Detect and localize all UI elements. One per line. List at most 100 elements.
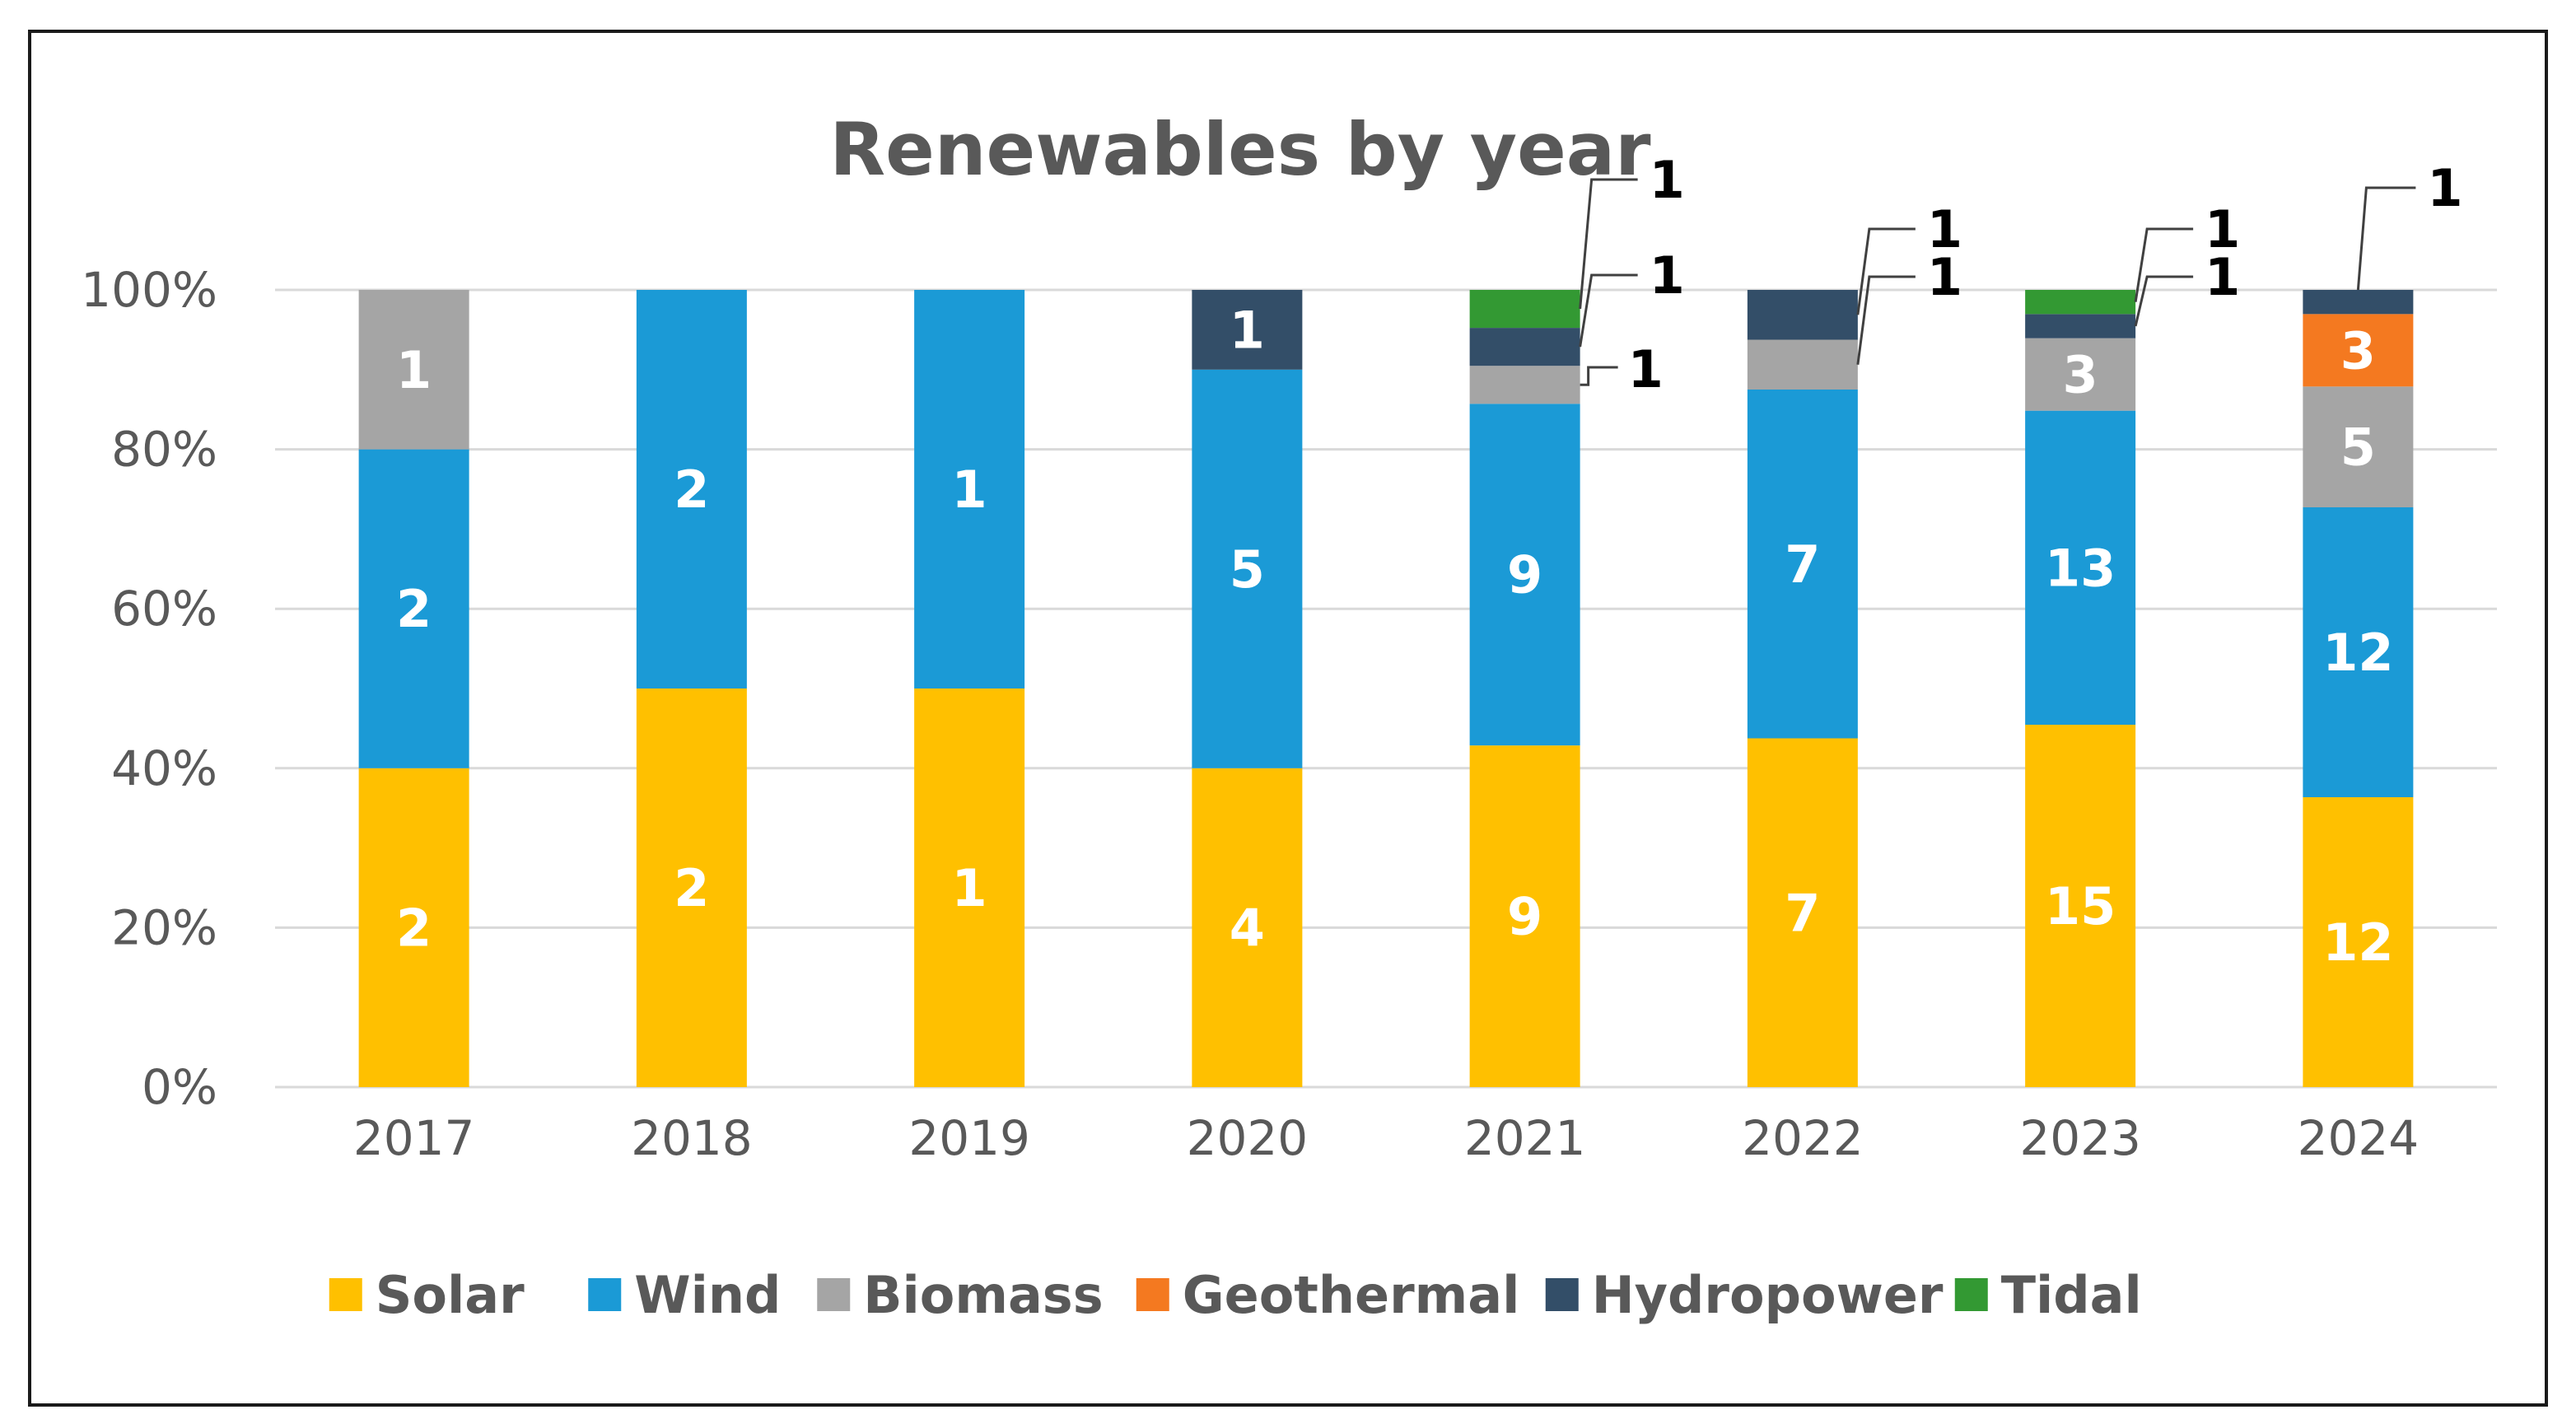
- data-label-solar-2017: 2: [396, 898, 432, 958]
- data-label-tidal-2021: 1: [1650, 150, 1685, 210]
- bar-hydropower-2024: [2303, 290, 2414, 315]
- bar-hydropower-2023: [2025, 314, 2136, 338]
- bar-wind-2024: [2303, 507, 2414, 797]
- bar-wind-2020: [1192, 369, 1303, 768]
- bar-biomass-2024: [2303, 386, 2414, 507]
- y-tick-label: 80%: [111, 422, 217, 478]
- data-label-biomass-2022: 1: [1927, 247, 1962, 307]
- x-tick-label-2019: 2019: [908, 1110, 1030, 1166]
- data-label-solar-2018: 2: [674, 858, 709, 918]
- data-label-biomass-2023: 3: [2063, 345, 2098, 405]
- data-label-hydropower-2023: 1: [2205, 247, 2240, 307]
- bar-hydropower-2020: [1192, 290, 1303, 370]
- legend-swatch-wind: [588, 1278, 622, 1311]
- bars: [358, 290, 2414, 1087]
- data-label-biomass-2017: 1: [396, 340, 432, 400]
- bar-wind-2023: [2025, 410, 2136, 725]
- x-tick-label-2023: 2023: [2019, 1110, 2141, 1166]
- legend-label-geothermal: Geothermal: [1183, 1265, 1520, 1325]
- chart: Renewables by year 0% 20% 40% 60% 80% 100% 2 2…: [81, 107, 2497, 1325]
- y-tick-label: 0%: [142, 1059, 217, 1115]
- bar-solar-2017: [358, 768, 469, 1087]
- data-label-solar-2020: 4: [1230, 898, 1265, 958]
- data-label-hydropower-2020: 1: [1230, 300, 1265, 360]
- leader-line: [2356, 186, 2416, 291]
- data-label-solar-2022: 7: [1785, 883, 1820, 943]
- y-tick-label: 100%: [81, 262, 217, 318]
- data-label-wind-2022: 7: [1785, 534, 1820, 595]
- data-label-wind-2020: 5: [1230, 539, 1265, 600]
- legend: Solar Wind Biomass Geothermal Hydropower Tida…: [329, 1265, 2142, 1325]
- y-tick-label: 20%: [111, 899, 217, 955]
- x-tick-label-2018: 2018: [631, 1110, 753, 1166]
- leader-line: [2134, 275, 2194, 327]
- leader-line: [1579, 178, 1638, 310]
- bar-hydropower-2021: [1469, 328, 1580, 366]
- y-axis-ticks: 0% 20% 40% 60% 80% 100%: [81, 262, 217, 1115]
- bar-solar-2020: [1192, 768, 1303, 1087]
- x-axis-ticks: 2017 2018 2019 2020 2021 2022 2023 2024: [353, 1110, 2419, 1166]
- bar-solar-2019: [914, 688, 1025, 1087]
- legend-label-solar: Solar: [376, 1265, 525, 1325]
- leader-line: [2134, 227, 2194, 302]
- bar-wind-2019: [914, 290, 1025, 688]
- bar-wind-2022: [1747, 390, 1858, 739]
- legend-label-wind: Wind: [634, 1265, 781, 1325]
- legend-swatch-biomass: [817, 1278, 851, 1311]
- legend-label-biomass: Biomass: [863, 1265, 1103, 1325]
- data-label-hydropower-2024: 1: [2427, 158, 2462, 218]
- bar-biomass-2021: [1469, 366, 1580, 404]
- bar-solar-2022: [1747, 738, 1858, 1087]
- bar-wind-2017: [358, 449, 469, 768]
- bar-biomass-2017: [358, 290, 469, 450]
- y-tick-label: 60%: [111, 581, 217, 637]
- bar-wind-2018: [636, 290, 747, 688]
- bar-solar-2018: [636, 688, 747, 1087]
- gridlines: [275, 288, 2497, 1089]
- data-label-wind-2021: 9: [1507, 545, 1542, 605]
- data-label-solar-2021: 9: [1507, 887, 1542, 947]
- data-label-wind-2024: 12: [2322, 623, 2393, 683]
- chart-frame: Renewables by year 0% 20% 40% 60% 80% 100% 2 2…: [28, 30, 2548, 1407]
- bar-biomass-2022: [1747, 339, 1858, 390]
- bar-tidal-2021: [1469, 290, 1580, 329]
- data-label-biomass-2021: 1: [1628, 339, 1664, 399]
- bar-solar-2024: [2303, 797, 2414, 1087]
- data-label-hydropower-2021: 1: [1650, 245, 1685, 306]
- x-tick-label-2020: 2020: [1187, 1110, 1309, 1166]
- data-label-hydropower-2022: 1: [1927, 199, 1962, 259]
- leader-line: [1856, 275, 1916, 365]
- y-tick-label: 40%: [111, 740, 217, 796]
- data-label-biomass-2024: 5: [2340, 418, 2376, 478]
- bar-tidal-2023: [2025, 290, 2136, 315]
- data-label-tidal-2023: 1: [2205, 199, 2240, 259]
- bar-wind-2021: [1469, 404, 1580, 746]
- chart-title: Renewables by year: [829, 107, 1651, 192]
- data-label-wind-2023: 13: [2045, 538, 2116, 598]
- x-tick-label-2021: 2021: [1464, 1110, 1586, 1166]
- x-tick-label-2022: 2022: [1742, 1110, 1864, 1166]
- data-label-wind-2017: 2: [396, 579, 432, 639]
- legend-label-hydropower: Hydropower: [1592, 1265, 1944, 1325]
- legend-label-tidal: Tidal: [2001, 1265, 2142, 1325]
- data-label-geothermal-2024: 3: [2340, 320, 2376, 380]
- data-label-solar-2024: 12: [2322, 913, 2393, 973]
- bar-biomass-2023: [2025, 338, 2136, 411]
- data-label-wind-2018: 2: [674, 460, 709, 520]
- bar-solar-2023: [2025, 725, 2136, 1087]
- data-label-solar-2019: 1: [952, 858, 987, 918]
- leader-line: [1580, 366, 1618, 386]
- legend-swatch-solar: [329, 1278, 362, 1311]
- data-label-wind-2019: 1: [952, 460, 987, 520]
- x-tick-label-2017: 2017: [353, 1110, 475, 1166]
- leader-line: [1579, 273, 1638, 348]
- legend-swatch-geothermal: [1136, 1278, 1169, 1311]
- bar-solar-2021: [1469, 745, 1580, 1087]
- bar-geothermal-2024: [2303, 314, 2414, 387]
- x-tick-label-2024: 2024: [2298, 1110, 2420, 1166]
- data-label-solar-2023: 15: [2045, 876, 2116, 936]
- legend-swatch-hydropower: [1545, 1278, 1579, 1311]
- bar-hydropower-2022: [1747, 290, 1858, 340]
- legend-swatch-tidal: [1954, 1278, 1988, 1311]
